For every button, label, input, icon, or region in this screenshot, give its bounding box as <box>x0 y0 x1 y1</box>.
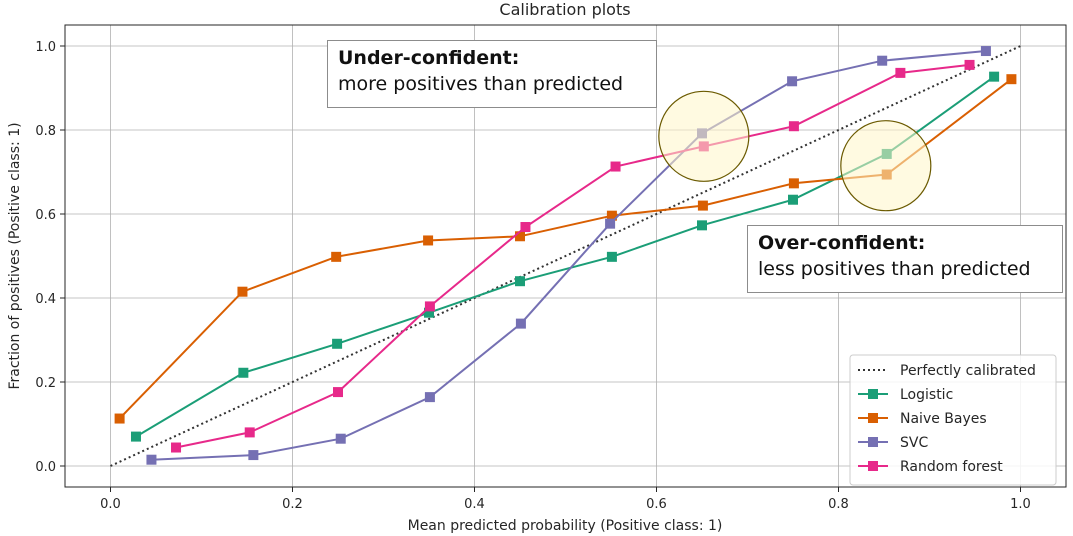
chart-title: Calibration plots <box>499 0 630 19</box>
tick-layer: 0.0 0.2 0.4 0.6 0.8 1.0 0.0 0.2 0.4 0.6 0.8 1.0 <box>35 40 1031 512</box>
svc-line <box>151 50 986 461</box>
x-tick-label: 0.0 <box>100 497 121 512</box>
y-tick-label: 0.0 <box>35 460 56 475</box>
legend-label-naive-bayes: Naive Bayes <box>900 411 987 427</box>
random-forest-point <box>610 161 621 172</box>
naive-bayes-line <box>118 78 1013 420</box>
logistic-point <box>238 367 249 378</box>
x-tick-label: 0.8 <box>828 497 849 512</box>
legend-marker-logistic <box>868 389 878 399</box>
svc-point <box>605 218 616 229</box>
logistic-point <box>788 194 798 205</box>
legend-label-logistic: Logistic <box>900 387 953 403</box>
random-forest-point <box>520 222 531 233</box>
logistic-point <box>130 431 141 442</box>
under-confident-title: Under-confident: <box>338 47 520 69</box>
random-forest-line <box>175 63 970 449</box>
svc-point <box>787 76 798 87</box>
logistic-point <box>515 276 525 287</box>
svc-point <box>980 46 991 57</box>
x-tick-label: 1.0 <box>1010 497 1031 512</box>
perfectly-calibrated-line <box>110 45 1021 467</box>
logistic-point <box>332 338 343 349</box>
y-tick-label: 0.6 <box>35 208 56 223</box>
naive-bayes-point <box>1006 74 1017 85</box>
y-tick-label: 0.2 <box>35 376 56 391</box>
x-tick-label: 0.6 <box>646 497 667 512</box>
naive-bayes-point <box>423 235 434 246</box>
random-forest-point <box>964 59 975 70</box>
over-confident-annotation: Over-confident: less positives than pred… <box>747 225 1063 293</box>
naive-bayes-point <box>237 286 248 297</box>
svc-point <box>424 392 435 403</box>
random-forest-point <box>171 442 182 453</box>
logistic-point <box>989 71 1000 82</box>
over-confident-text: less positives than predicted <box>758 258 1031 280</box>
logistic-point <box>697 220 707 231</box>
under-confident-text: more positives than predicted <box>338 73 624 95</box>
svc-point <box>515 318 526 329</box>
plot-frame <box>64 24 1067 488</box>
y-tick-label: 1.0 <box>35 40 56 55</box>
random-forest-point <box>333 387 343 398</box>
legend-marker-svc <box>868 437 878 447</box>
x-tick-label: 0.2 <box>282 497 303 512</box>
svc-point <box>877 55 888 66</box>
svc-point <box>335 433 346 444</box>
logistic-point <box>424 307 434 318</box>
random-forest-point <box>895 67 906 78</box>
naive-bayes-point <box>606 210 617 221</box>
naive-bayes-point <box>788 178 799 189</box>
over-confident-title: Over-confident: <box>758 232 926 254</box>
legend-marker-random-forest <box>868 461 878 471</box>
naive-bayes-point <box>114 413 125 424</box>
random-forest-point <box>788 121 799 132</box>
legend-label-perfectly-calibrated: Perfectly calibrated <box>900 363 1036 379</box>
legend-label-svc: SVC <box>900 435 928 451</box>
highlight-layer <box>658 90 932 212</box>
y-tick-label: 0.8 <box>35 124 56 139</box>
legend-marker-naive-bayes <box>868 413 878 423</box>
naive-bayes-point <box>515 231 525 242</box>
x-tick-label: 0.4 <box>464 497 485 512</box>
x-axis-title: Mean predicted probability (Positive cla… <box>408 518 723 534</box>
under-confident-annotation: Under-confident: more positives than pre… <box>327 40 657 108</box>
under-confident-highlight <box>658 90 750 182</box>
svc-point <box>248 450 259 461</box>
logistic-line <box>135 75 995 438</box>
logistic-point <box>606 251 617 262</box>
random-forest-point <box>424 301 435 312</box>
naive-bayes-point <box>697 200 708 211</box>
svc-point <box>146 454 157 465</box>
legend-box <box>849 354 1057 486</box>
random-forest-point <box>244 427 255 438</box>
legend: Perfectly calibrated Logistic Naive Bayes S… <box>849 354 1057 486</box>
y-axis-title: Fraction of positives (Positive class: 1… <box>7 122 23 389</box>
legend-label-random-forest: Random forest <box>900 459 1003 475</box>
over-confident-highlight <box>840 120 932 212</box>
y-tick-label: 0.4 <box>35 292 56 307</box>
naive-bayes-point <box>331 251 342 262</box>
